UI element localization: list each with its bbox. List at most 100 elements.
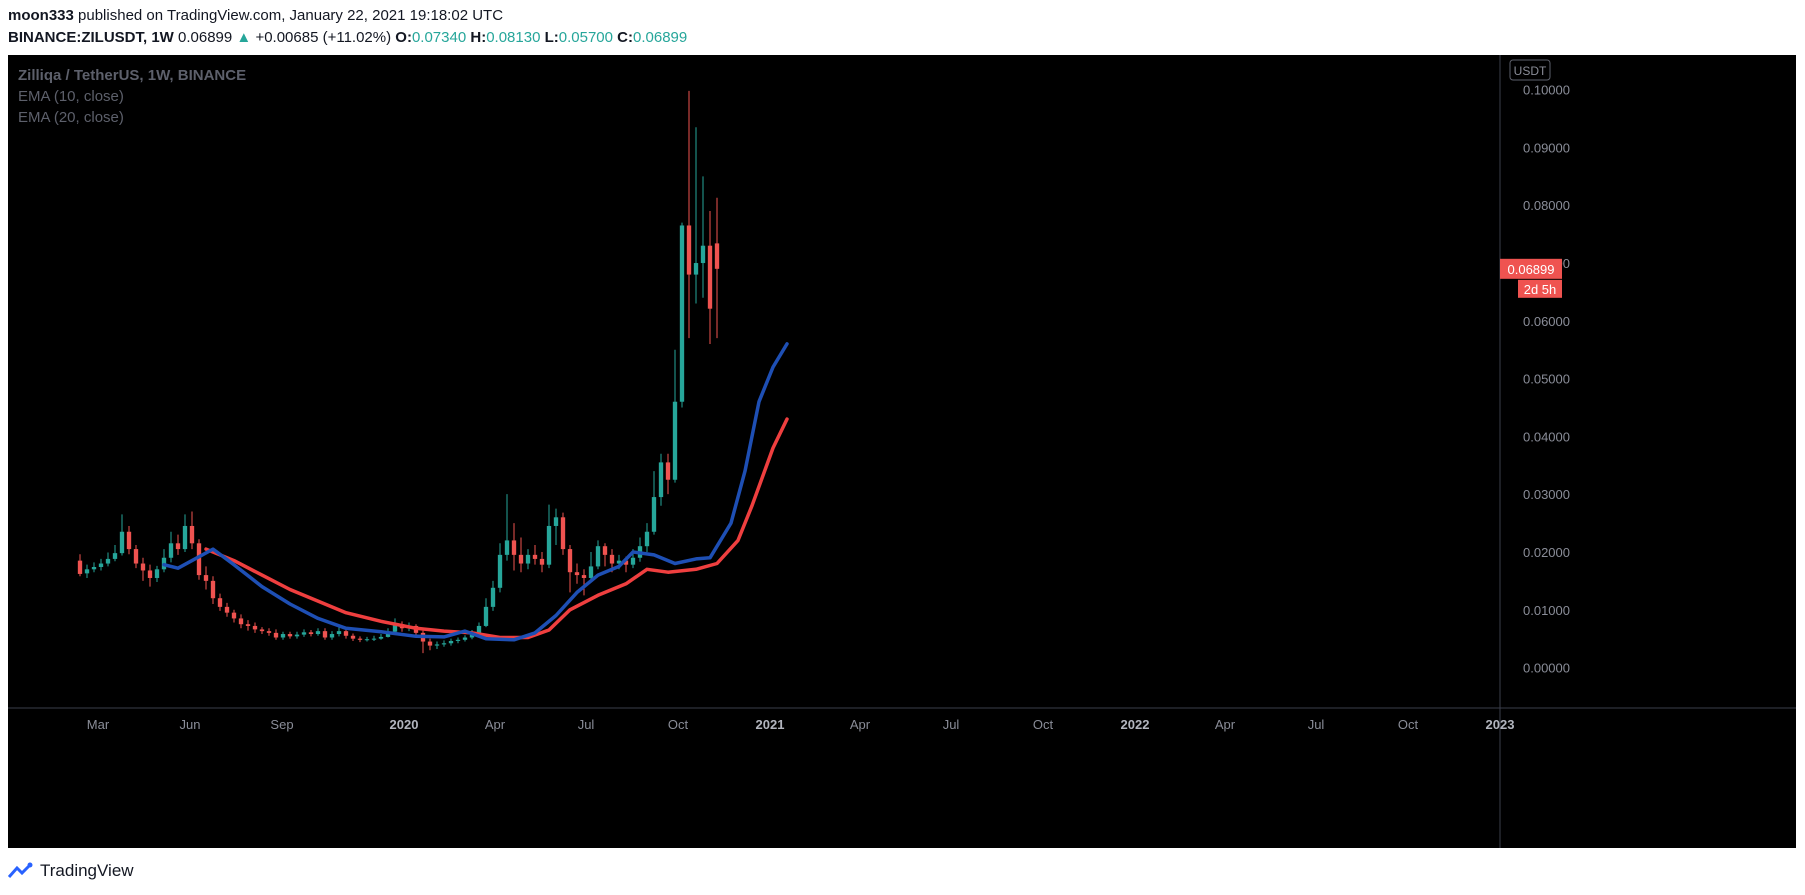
- footer-brand[interactable]: TradingView: [40, 861, 134, 880]
- chart-legend: Zilliqa / TetherUS, 1W, BINANCE EMA (10,…: [18, 65, 246, 128]
- low-value: 0.05700: [558, 29, 613, 46]
- axis-lines: [8, 55, 1796, 848]
- time-axis: Mar Jun Sep 2020 Apr Jul Oct 2021 Apr Jul Oct 2022 A…: [87, 717, 1515, 732]
- candle-body: [644, 531, 650, 547]
- chart-area[interactable]: 0.00000 0.01000 0.02000 0.03000 0.04000 0.050…: [8, 55, 1796, 848]
- ema-20-series: [204, 417, 789, 640]
- candle-body: [119, 531, 125, 554]
- candle-body: [602, 546, 608, 555]
- candle-body: [560, 517, 566, 550]
- published-text: published on TradingView.com, January 22…: [78, 7, 504, 24]
- candle-body: [168, 543, 174, 558]
- candle-body: [315, 631, 321, 635]
- candle-body: [91, 566, 97, 570]
- price-tick-label: 0.01000: [1523, 603, 1570, 618]
- ema-10-line: [162, 342, 789, 642]
- time-tick-label: Apr: [1215, 717, 1236, 732]
- candlestick-chart[interactable]: 0.00000 0.01000 0.02000 0.03000 0.04000 0.050…: [8, 55, 1796, 848]
- candle-body: [651, 497, 657, 532]
- ema-10-series: [162, 342, 789, 642]
- time-tick-label: 2022: [1121, 717, 1150, 732]
- time-tick-label: Oct: [1033, 717, 1054, 732]
- candle-body: [364, 639, 370, 641]
- price-tick-label: 0.03000: [1523, 487, 1570, 502]
- candle-body: [574, 572, 580, 576]
- time-tick-label: Sep: [270, 717, 293, 732]
- candle-body: [427, 641, 433, 646]
- currency-badge[interactable]: USDT: [1509, 59, 1551, 81]
- candle-body: [686, 225, 692, 275]
- time-tick-label: Jul: [578, 717, 595, 732]
- candle-body: [287, 634, 293, 637]
- candle-body: [84, 569, 90, 574]
- candle-body: [714, 243, 720, 269]
- candle-body: [511, 540, 517, 555]
- currency-badge-label: USDT: [1514, 64, 1547, 78]
- time-tick-label: Oct: [668, 717, 689, 732]
- open-value: 0.07340: [411, 29, 467, 46]
- price-tick-label: 0.08000: [1523, 198, 1570, 213]
- candle-body: [518, 554, 524, 564]
- candle-body: [616, 560, 622, 564]
- time-tick-label: 2020: [390, 717, 419, 732]
- candle-body: [224, 606, 230, 613]
- candle-body: [259, 629, 265, 632]
- candle-body: [105, 558, 111, 564]
- high-label: H:: [470, 29, 487, 46]
- candle-body: [476, 625, 482, 633]
- ema-20-line: [204, 417, 789, 640]
- legend-ema10[interactable]: EMA (10, close): [18, 88, 124, 105]
- candle-body: [672, 401, 678, 480]
- price-axis: 0.00000 0.01000 0.02000 0.03000 0.04000 0.050…: [1500, 59, 1570, 676]
- candle-body: [231, 612, 237, 619]
- candle-body: [189, 525, 195, 544]
- candle-body: [504, 540, 510, 555]
- legend-title[interactable]: Zilliqa / TetherUS, 1W, BINANCE: [18, 67, 247, 84]
- close-label: C:: [617, 29, 633, 46]
- time-tick-label: Apr: [850, 717, 871, 732]
- candle-body: [658, 462, 664, 498]
- currency-badge-box: [1509, 59, 1551, 81]
- price-tick-label: 0.06000: [1523, 314, 1570, 329]
- candle-body: [693, 263, 699, 275]
- candle-body: [126, 531, 132, 550]
- candle-body: [154, 569, 160, 578]
- price-tick-label: 0.02000: [1523, 545, 1570, 560]
- candle-body: [322, 631, 328, 638]
- time-tick-label: Mar: [87, 717, 110, 732]
- candle-body: [609, 554, 615, 564]
- candle-body: [329, 634, 335, 638]
- candle-body: [455, 639, 461, 641]
- candle-body: [525, 554, 531, 564]
- last-price: 0.06899: [178, 29, 233, 46]
- candle-body: [350, 635, 356, 639]
- price-tick-label: 0.10000: [1523, 83, 1570, 98]
- price-tick-label: 0.00000: [1523, 661, 1570, 676]
- candle-body: [630, 557, 636, 565]
- candle-body: [336, 631, 342, 635]
- tradingview-logo-icon[interactable]: [8, 862, 34, 880]
- candle-body: [588, 566, 594, 578]
- candle-body: [266, 631, 272, 633]
- candle-body: [490, 587, 496, 607]
- candle-body: [371, 638, 377, 640]
- candle-body: [301, 632, 307, 635]
- publication-line: moon333 published on TradingView.com, Ja…: [8, 6, 503, 26]
- candle-body: [245, 624, 251, 626]
- candle-body: [273, 632, 279, 638]
- legend-ema20[interactable]: EMA (20, close): [18, 109, 124, 126]
- candle-body: [175, 543, 181, 550]
- symbol-line: BINANCE:ZILUSDT, 1W 0.06899 ▲ +0.00685 (…: [8, 28, 687, 48]
- candle-body: [210, 580, 216, 599]
- candle-body: [700, 245, 706, 264]
- author-name[interactable]: moon333: [8, 7, 74, 24]
- candle-body: [112, 553, 118, 559]
- candle-body: [532, 554, 538, 559]
- candle-body: [77, 560, 83, 574]
- candle-body: [133, 549, 139, 564]
- candle-body: [392, 624, 398, 632]
- candle-body: [217, 598, 223, 607]
- candle-body: [280, 634, 286, 638]
- candle-body: [539, 558, 545, 565]
- candle-body: [546, 525, 552, 565]
